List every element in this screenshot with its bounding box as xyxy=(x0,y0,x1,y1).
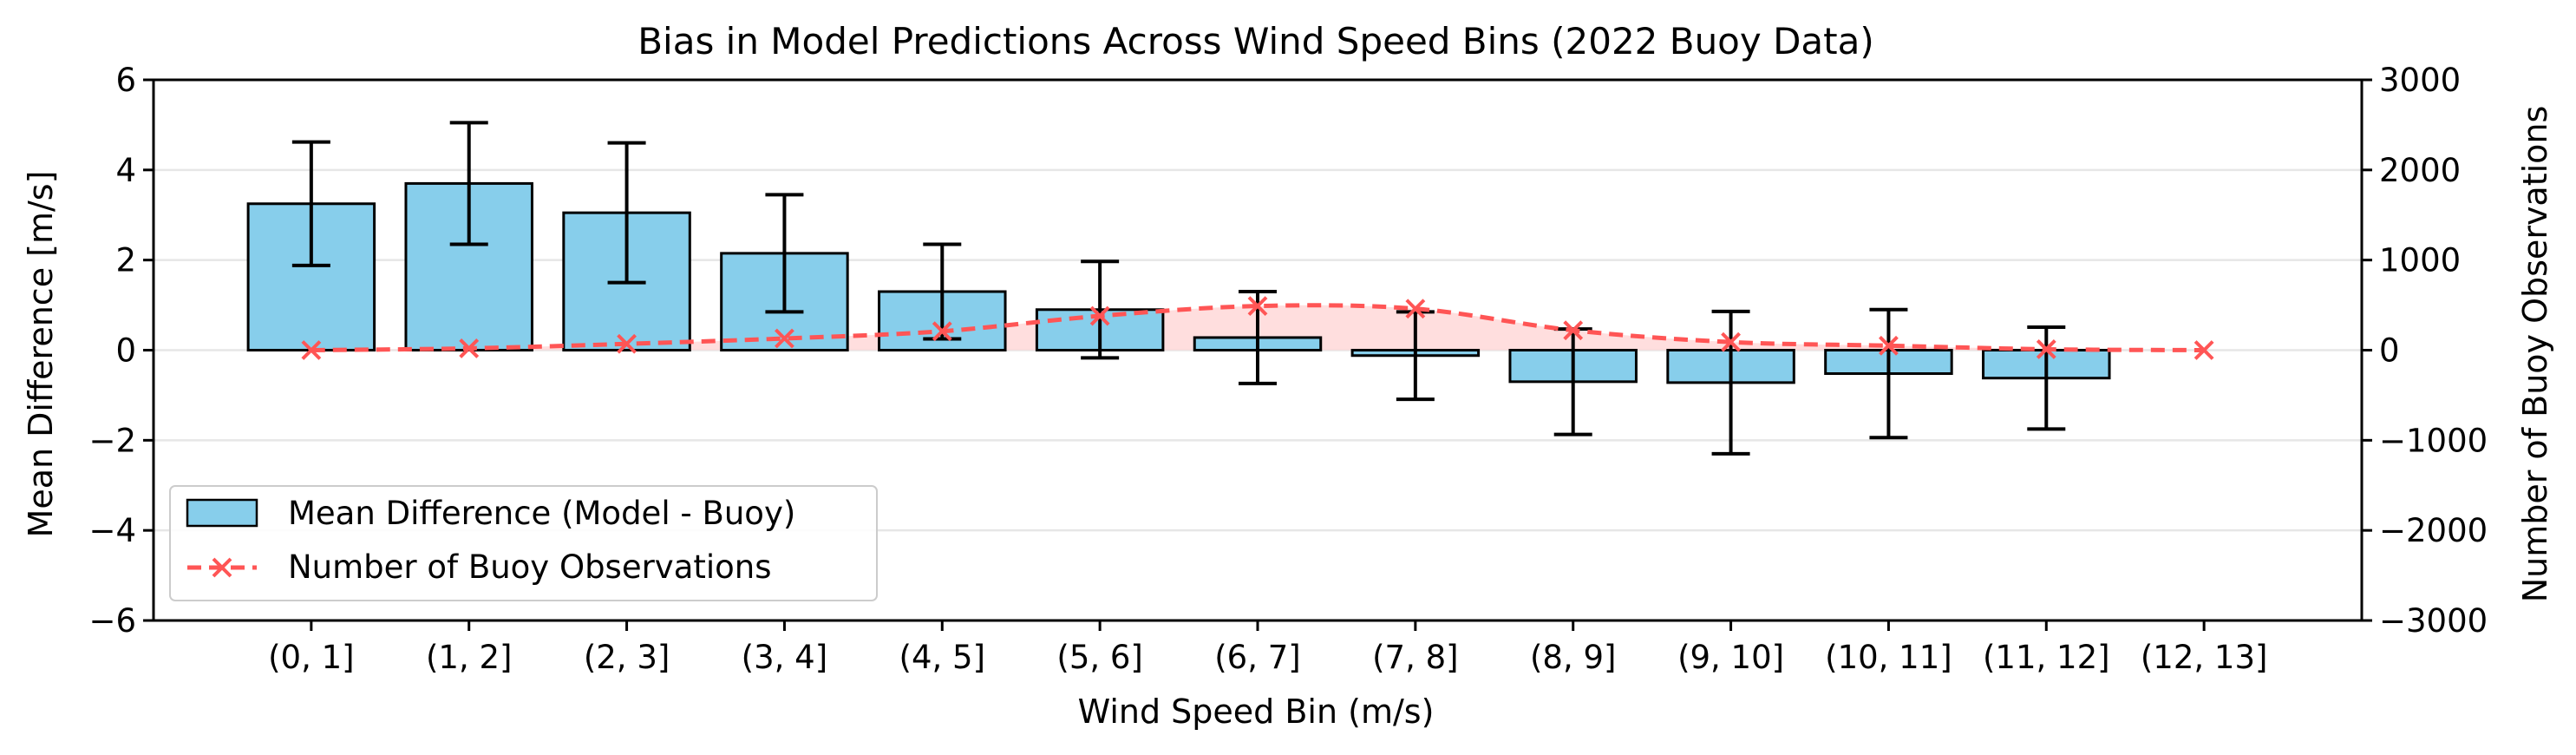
observation-point xyxy=(1721,332,1741,352)
observation-point xyxy=(775,328,794,349)
y-tick-label: 2 xyxy=(115,242,136,279)
y-tick-label: 4 xyxy=(115,152,136,189)
y-tick-label: −6 xyxy=(88,602,136,640)
legend-label-line: Number of Buoy Observations xyxy=(288,548,772,586)
observation-point xyxy=(1089,305,1110,326)
x-tick-label: (5, 6] xyxy=(1056,639,1142,676)
observation-point xyxy=(2036,339,2056,359)
y-axis-label: Mean Difference [m/s] xyxy=(22,171,60,538)
observation-point xyxy=(1563,320,1584,341)
x-tick-label: (0, 1] xyxy=(268,639,354,676)
x-tick-label: (8, 9] xyxy=(1530,639,1616,676)
y2-tick-label: −2000 xyxy=(2379,512,2488,549)
y2-tick-label: 0 xyxy=(2379,332,2400,370)
legend-swatch-bar xyxy=(186,498,258,528)
y2-tick-label: 3000 xyxy=(2379,62,2461,99)
x-axis-label: Wind Speed Bin (m/s) xyxy=(1078,693,1435,731)
x-tick-label: (1, 2] xyxy=(426,639,512,676)
observation-point xyxy=(1879,335,1899,356)
observation-point xyxy=(459,338,480,358)
observation-point xyxy=(932,321,952,342)
y2-tick-label: −3000 xyxy=(2379,602,2488,640)
plot-area: −6 −4 −2 0 2 4 6 −3000 −2000 −1000 0 1000 2000 3000 (0… xyxy=(88,62,2488,676)
y-tick-label: 0 xyxy=(115,332,136,370)
legend: Mean Difference (Model - Buoy) Number of… xyxy=(169,485,878,601)
y-tick-label: 6 xyxy=(115,62,136,99)
observation-point xyxy=(301,340,322,360)
x-tick-label: (6, 7] xyxy=(1214,639,1300,676)
x-tick-label: (11, 12] xyxy=(1983,639,2110,676)
x-tick-label: (4, 5] xyxy=(899,639,985,676)
y-tick-label: −4 xyxy=(88,512,136,549)
observation-point xyxy=(617,333,637,354)
observation-point xyxy=(1247,296,1268,317)
x-tick-label: (12, 13] xyxy=(2141,639,2268,676)
y2-tick-label: 2000 xyxy=(2379,152,2461,189)
y2-tick-label: 1000 xyxy=(2379,242,2461,279)
x-tick-label: (10, 11] xyxy=(1825,639,1952,676)
x-tick-label: (7, 8] xyxy=(1372,639,1458,676)
observation-point xyxy=(1405,299,1426,319)
y2-axis-label: Number of Buoy Observations xyxy=(2516,106,2554,603)
x-tick-label: (3, 4] xyxy=(742,639,827,676)
y2-tick-label: −1000 xyxy=(2379,422,2488,459)
x-tick-label: (9, 10] xyxy=(1677,639,1784,676)
x-tick-label: (2, 3] xyxy=(584,639,670,676)
legend-box xyxy=(169,485,878,601)
y-tick-label: −2 xyxy=(88,422,136,459)
legend-label-bar: Mean Difference (Model - Buoy) xyxy=(288,495,795,532)
chart-title: Bias in Model Predictions Across Wind Sp… xyxy=(637,20,1874,62)
observation-point xyxy=(2194,340,2214,360)
legend-swatch-marker xyxy=(212,557,232,578)
